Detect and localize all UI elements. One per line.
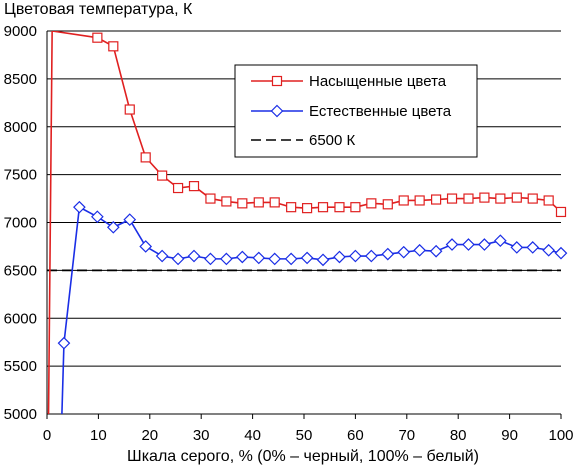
x-tick-label: 90 [501,427,518,444]
data-point [364,249,378,263]
x-tick-label: 0 [43,427,51,444]
data-point [205,193,216,204]
data-point [510,241,524,254]
y-tick-label: 7500 [4,167,37,184]
legend-label: Естественные цвета [309,103,452,120]
data-point [92,32,103,43]
data-point [555,206,567,218]
data-point [188,181,200,192]
data-point [526,241,540,254]
data-point [382,199,393,210]
plot-area [47,31,568,415]
data-point [221,196,232,207]
legend-label: 6500 К [309,132,356,149]
x-tick-label: 80 [450,427,467,444]
data-point [478,238,491,251]
data-point [252,251,266,265]
data-point [140,152,151,163]
data-point [381,247,395,261]
data-point [333,250,346,264]
data-point [397,245,411,259]
data-point [350,202,361,213]
data-point [235,250,249,264]
series-2 [57,200,568,415]
data-point [495,193,506,204]
data-point [527,193,538,204]
legend-label: Насыщенные цвета [309,73,447,90]
y-tick-label: 8500 [4,71,37,88]
x-tick-label: 40 [244,427,261,444]
data-point [204,252,217,266]
data-point [413,243,426,257]
data-point [57,336,71,350]
x-tick-label: 30 [193,427,210,444]
data-point [187,249,201,263]
data-point [106,220,120,234]
data-point [349,249,362,263]
data-point [300,251,314,265]
legend: Насыщенные цвета Естественные цвета 6500 К [234,64,478,158]
data-point [542,243,556,257]
legend-marker [270,104,284,118]
data-point [479,192,490,203]
legend-marker [271,75,283,87]
x-tick-label: 100 [548,427,573,444]
y-tick-label: 9000 [4,23,37,40]
data-point [268,252,282,266]
y-tick-label: 6000 [4,310,37,327]
x-tick-label: 20 [141,427,158,444]
data-point [414,195,425,206]
data-point [398,195,409,206]
data-point [220,252,233,266]
data-point [334,202,345,213]
data-point [284,252,298,266]
data-point [366,198,377,209]
x-tick-label: 60 [347,427,364,444]
data-point [493,234,507,248]
data-point [446,193,458,204]
y-tick-label: 5000 [4,406,37,423]
data-point [91,210,104,224]
x-tick-label: 50 [296,427,313,444]
data-point [462,238,475,251]
data-point [124,104,135,115]
data-point [157,170,168,181]
data-point [316,253,330,267]
y-tick-label: 7000 [4,215,37,232]
data-point [554,246,568,260]
x-tick-labels: 0 10 20 30 40 50 60 70 80 90 100 [43,414,573,444]
data-point [155,249,169,263]
gridlines [46,30,561,415]
series-1 [47,31,567,415]
series-line [61,205,562,415]
data-point [108,41,119,52]
data-point [445,238,459,251]
data-point [139,240,153,253]
data-point [172,182,184,194]
data-point [429,244,443,258]
x-axis-title: Шкала серого, % (0% – черный, 100% – бел… [127,448,479,465]
y-axis-title: Цветовая температура, К [4,1,193,18]
data-point [317,202,329,213]
y-tick-labels: 5000 5500 6000 6500 7000 7500 8000 8500 9000 [4,23,37,423]
y-tick-label: 6500 [4,262,37,279]
data-point [237,198,248,209]
data-point [123,213,137,226]
data-point [253,197,264,208]
data-point [269,197,280,208]
data-point [463,193,474,204]
data-point [286,202,297,213]
x-tick-label: 10 [90,427,107,444]
y-tick-label: 5500 [4,358,37,375]
data-point [430,194,442,205]
data-point [543,195,554,206]
data-point [73,200,86,214]
x-tick-label: 70 [398,427,415,444]
data-point [171,252,185,266]
y-tick-label: 8000 [4,119,37,136]
data-point [511,192,522,203]
data-point [301,203,313,214]
